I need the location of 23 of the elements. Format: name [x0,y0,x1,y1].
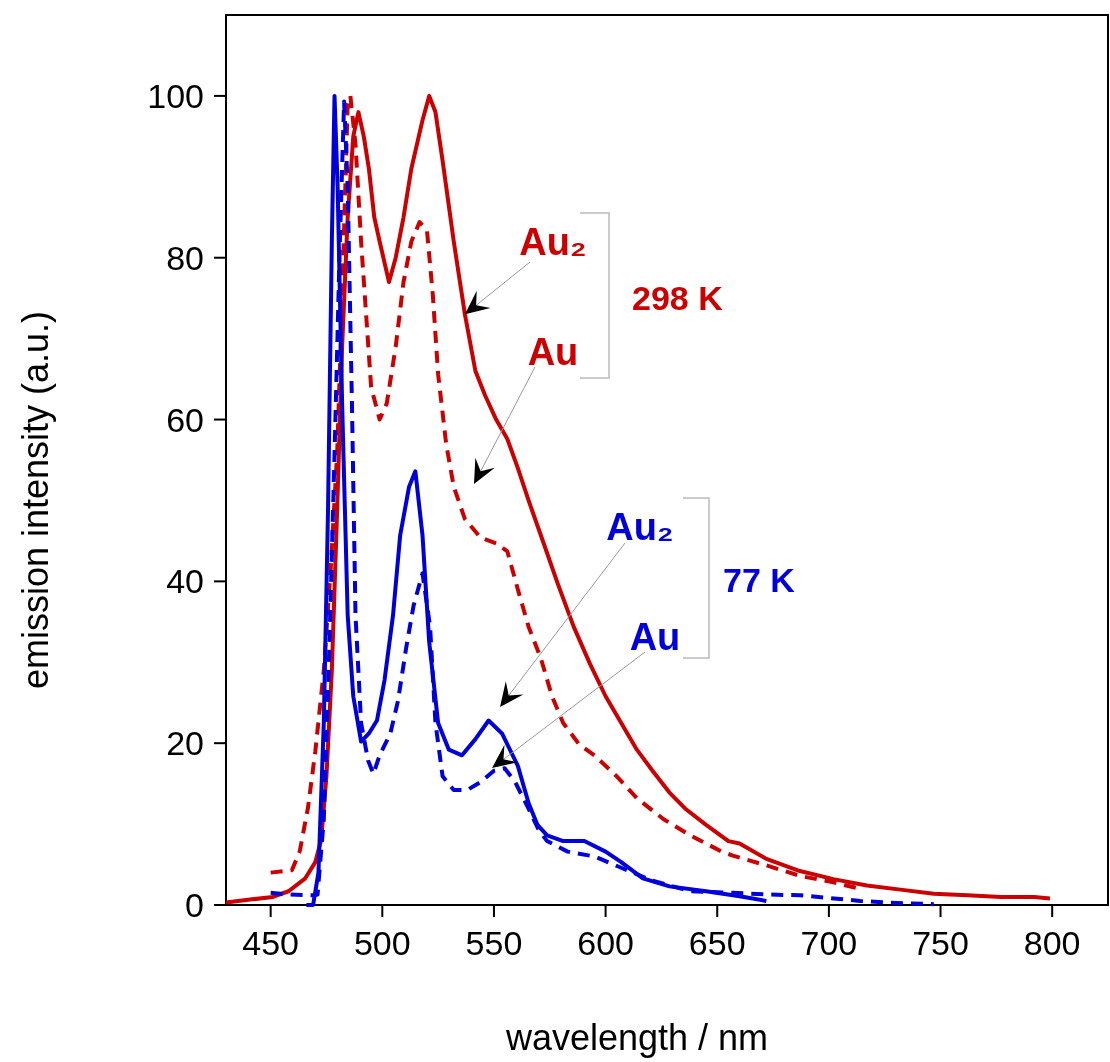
x-tick-label: 750 [912,924,969,962]
annotation: 298 K [632,279,724,317]
x-tick-label: 550 [465,924,523,962]
annotation: Au₂ [519,221,587,263]
y-tick-label: 100 [147,76,204,115]
x-tick-label: 650 [688,924,746,962]
line-series [224,93,1052,905]
y-axis-title: emission intensity (a.u.) [15,310,56,690]
y-tick-label: 40 [166,562,204,601]
x-axis-title: wavelength / nm [504,1017,769,1058]
annotation: 77 K [723,561,796,599]
x-tick-label: 700 [800,924,858,962]
x-tick-label: 600 [577,924,634,962]
x-tick-label: 500 [353,924,411,962]
y-tick-label: 80 [166,238,204,277]
annotation: Au [527,331,579,373]
y-tick-label: 60 [166,400,204,439]
x-tick-label: 450 [242,924,300,962]
x-tick-label: 800 [1023,924,1081,962]
annotation: Au₂ [606,506,674,548]
y-tick-label: 0 [185,886,204,924]
y-tick-label: 20 [166,724,204,763]
annotation: Au [629,616,681,658]
